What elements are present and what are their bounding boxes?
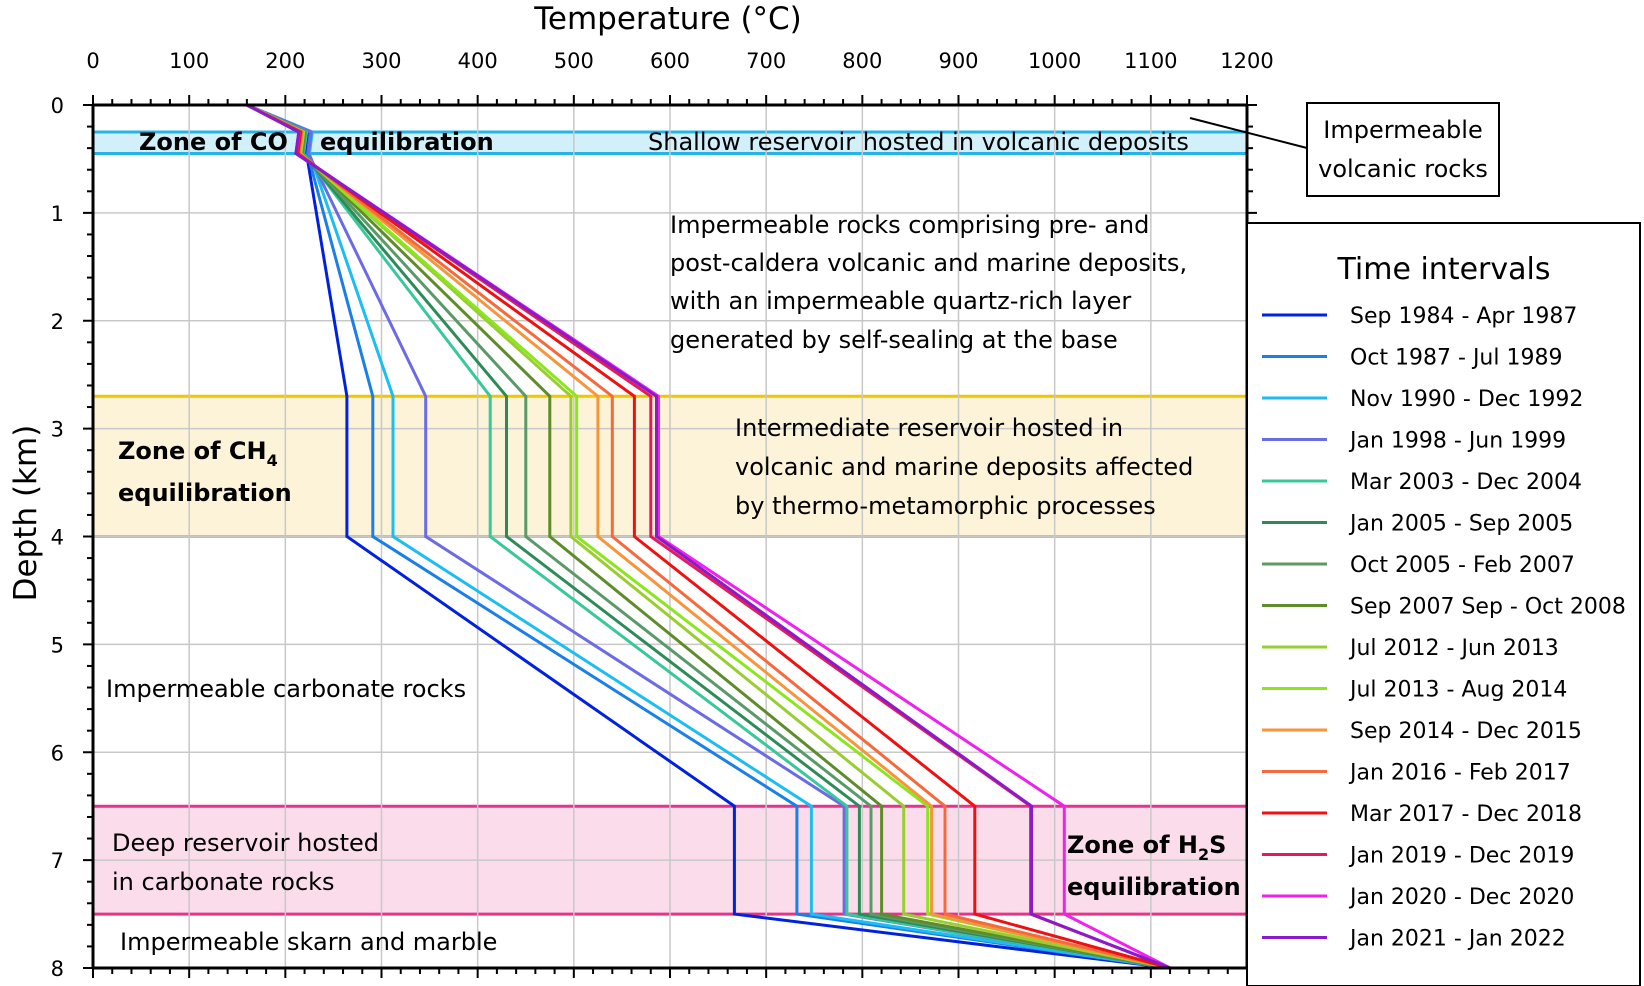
- x-axis-title: Temperature (°C): [533, 1, 802, 37]
- legend-entry-label: Sep 2007 Sep - Oct 2008: [1350, 595, 1626, 620]
- y-tick-label: 3: [51, 418, 64, 442]
- legend-entry-label: Jan 2021 - Jan 2022: [1348, 927, 1566, 952]
- legend-entry-label: Mar 2003 - Dec 2004: [1350, 470, 1582, 495]
- y-tick-label: 4: [51, 526, 64, 550]
- legend-entry-label: Jan 2019 - Dec 2019: [1348, 844, 1574, 869]
- x-tick-label: 900: [938, 49, 978, 73]
- deep-reservoir-line-1: Deep reservoir hosted: [112, 829, 379, 857]
- zone-h2s-s: S: [1209, 831, 1226, 859]
- callout-line-2: volcanic rocks: [1318, 155, 1488, 183]
- x-tick-label: 1000: [1028, 49, 1081, 73]
- x-tick-label: 800: [842, 49, 882, 73]
- x-tick-label: 700: [746, 49, 786, 73]
- legend-entry-label: Sep 1984 - Apr 1987: [1350, 304, 1577, 329]
- zone-ch4-text: Zone of CH: [118, 437, 267, 465]
- legend-entry-label: Oct 1987 - Jul 1989: [1350, 346, 1562, 371]
- x-tick-label: 1200: [1220, 49, 1273, 73]
- legend-entry-label: Jan 2020 - Dec 2020: [1348, 885, 1574, 910]
- impermeable-rocks-line-1: Impermeable rocks comprising pre- and: [670, 211, 1149, 239]
- callout-line-1: Impermeable: [1323, 116, 1482, 144]
- zone-co-label: Zone of CO: [139, 128, 288, 156]
- intermediate-line-1: Intermediate reservoir hosted in: [735, 414, 1123, 442]
- impermeable-rocks-line-3: with an impermeable quartz-rich layer: [670, 287, 1131, 315]
- intermediate-line-2: volcanic and marine deposits affected: [735, 453, 1193, 481]
- x-tick-label: 1100: [1124, 49, 1177, 73]
- zone-co-label-cont: equilibration: [320, 128, 494, 156]
- y-tick-label: 2: [51, 310, 64, 334]
- legend-entry-label: Jul 2012 - Jun 2013: [1348, 636, 1559, 661]
- legend-entry-label: Jan 2016 - Feb 2017: [1348, 761, 1571, 786]
- legend: Time intervals Sep 1984 - Apr 1987 Oct 19…: [1247, 223, 1640, 986]
- x-tick-label: 200: [265, 49, 305, 73]
- shallow-reservoir-label: Shallow reservoir hosted in volcanic dep…: [648, 128, 1189, 156]
- x-tick-label: 500: [554, 49, 594, 73]
- impermeable-rocks-line-2: post-caldera volcanic and marine deposit…: [670, 249, 1187, 277]
- legend-entry-label: Sep 2014 - Dec 2015: [1350, 719, 1582, 744]
- zone-h2s-label-cont: equilibration: [1067, 873, 1241, 901]
- legend-entry-label: Jan 1998 - Jun 1999: [1348, 429, 1566, 454]
- x-tick-label: 0: [86, 49, 99, 73]
- carbonate-label: Impermeable carbonate rocks: [106, 675, 466, 703]
- legend-entry-label: Jul 2013 - Aug 2014: [1348, 678, 1567, 703]
- legend-entry-label: Oct 2005 - Feb 2007: [1350, 553, 1575, 578]
- zone-ch4-label-cont: equilibration: [118, 479, 292, 507]
- impermeable-rocks-line-4: generated by self-sealing at the base: [670, 326, 1118, 354]
- intermediate-line-3: by thermo-metamorphic processes: [735, 492, 1156, 520]
- x-tick-label: 300: [361, 49, 401, 73]
- legend-entry-label: Mar 2017 - Dec 2018: [1350, 802, 1582, 827]
- y-tick-label: 1: [51, 202, 64, 226]
- legend-entry-label: Jan 2005 - Sep 2005: [1348, 512, 1573, 537]
- x-tick-label: 600: [650, 49, 690, 73]
- zone-ch4-subscript: 4: [267, 451, 278, 470]
- x-tick-label: 400: [458, 49, 498, 73]
- y-tick-label: 7: [51, 849, 64, 873]
- legend-title: Time intervals: [1337, 252, 1551, 287]
- deep-reservoir-line-2: in carbonate rocks: [112, 868, 335, 896]
- skarn-label: Impermeable skarn and marble: [120, 928, 497, 956]
- y-tick-label: 5: [51, 633, 64, 657]
- zone-h2s-subscript: 2: [1198, 845, 1209, 864]
- y-tick-label: 8: [51, 957, 64, 981]
- y-tick-label: 0: [51, 94, 64, 118]
- zone-h2s-text: Zone of H: [1067, 831, 1198, 859]
- x-tick-label: 100: [169, 49, 209, 73]
- y-tick-label: 6: [51, 741, 64, 765]
- legend-entry-label: Nov 1990 - Dec 1992: [1350, 387, 1583, 412]
- y-axis-title: Depth (km): [8, 425, 44, 602]
